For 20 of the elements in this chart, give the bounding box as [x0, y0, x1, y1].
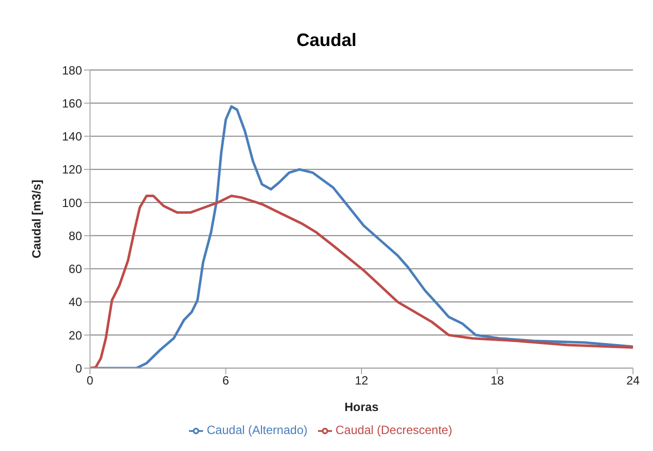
x-tick-label: 12 [354, 374, 368, 388]
y-axis-title: Caudal [m3/s] [29, 180, 44, 258]
y-tick-label: 60 [68, 262, 82, 276]
y-tick-label: 80 [68, 228, 82, 243]
chart-title: Caudal [295, 29, 358, 52]
x-tick-label: 18 [490, 374, 504, 388]
legend-label: Caudal (Alternado) [206, 423, 308, 438]
legend-label: Caudal (Decrescente) [336, 423, 452, 438]
y-tick-label: 0 [75, 361, 82, 376]
y-tick-label: 180 [62, 63, 82, 78]
x-tick-label: 24 [626, 374, 640, 388]
x-axis-title: Horas [344, 400, 379, 414]
x-tick-label: 0 [86, 374, 94, 388]
y-tick-label: 120 [62, 162, 82, 177]
x-tick-label: 6 [222, 374, 230, 388]
y-tick-label: 100 [62, 196, 82, 210]
y-tick-label: 40 [68, 295, 82, 310]
y-tick-label: 140 [62, 130, 82, 144]
y-tick-label: 20 [68, 328, 82, 342]
y-tick-label: 160 [62, 96, 82, 110]
